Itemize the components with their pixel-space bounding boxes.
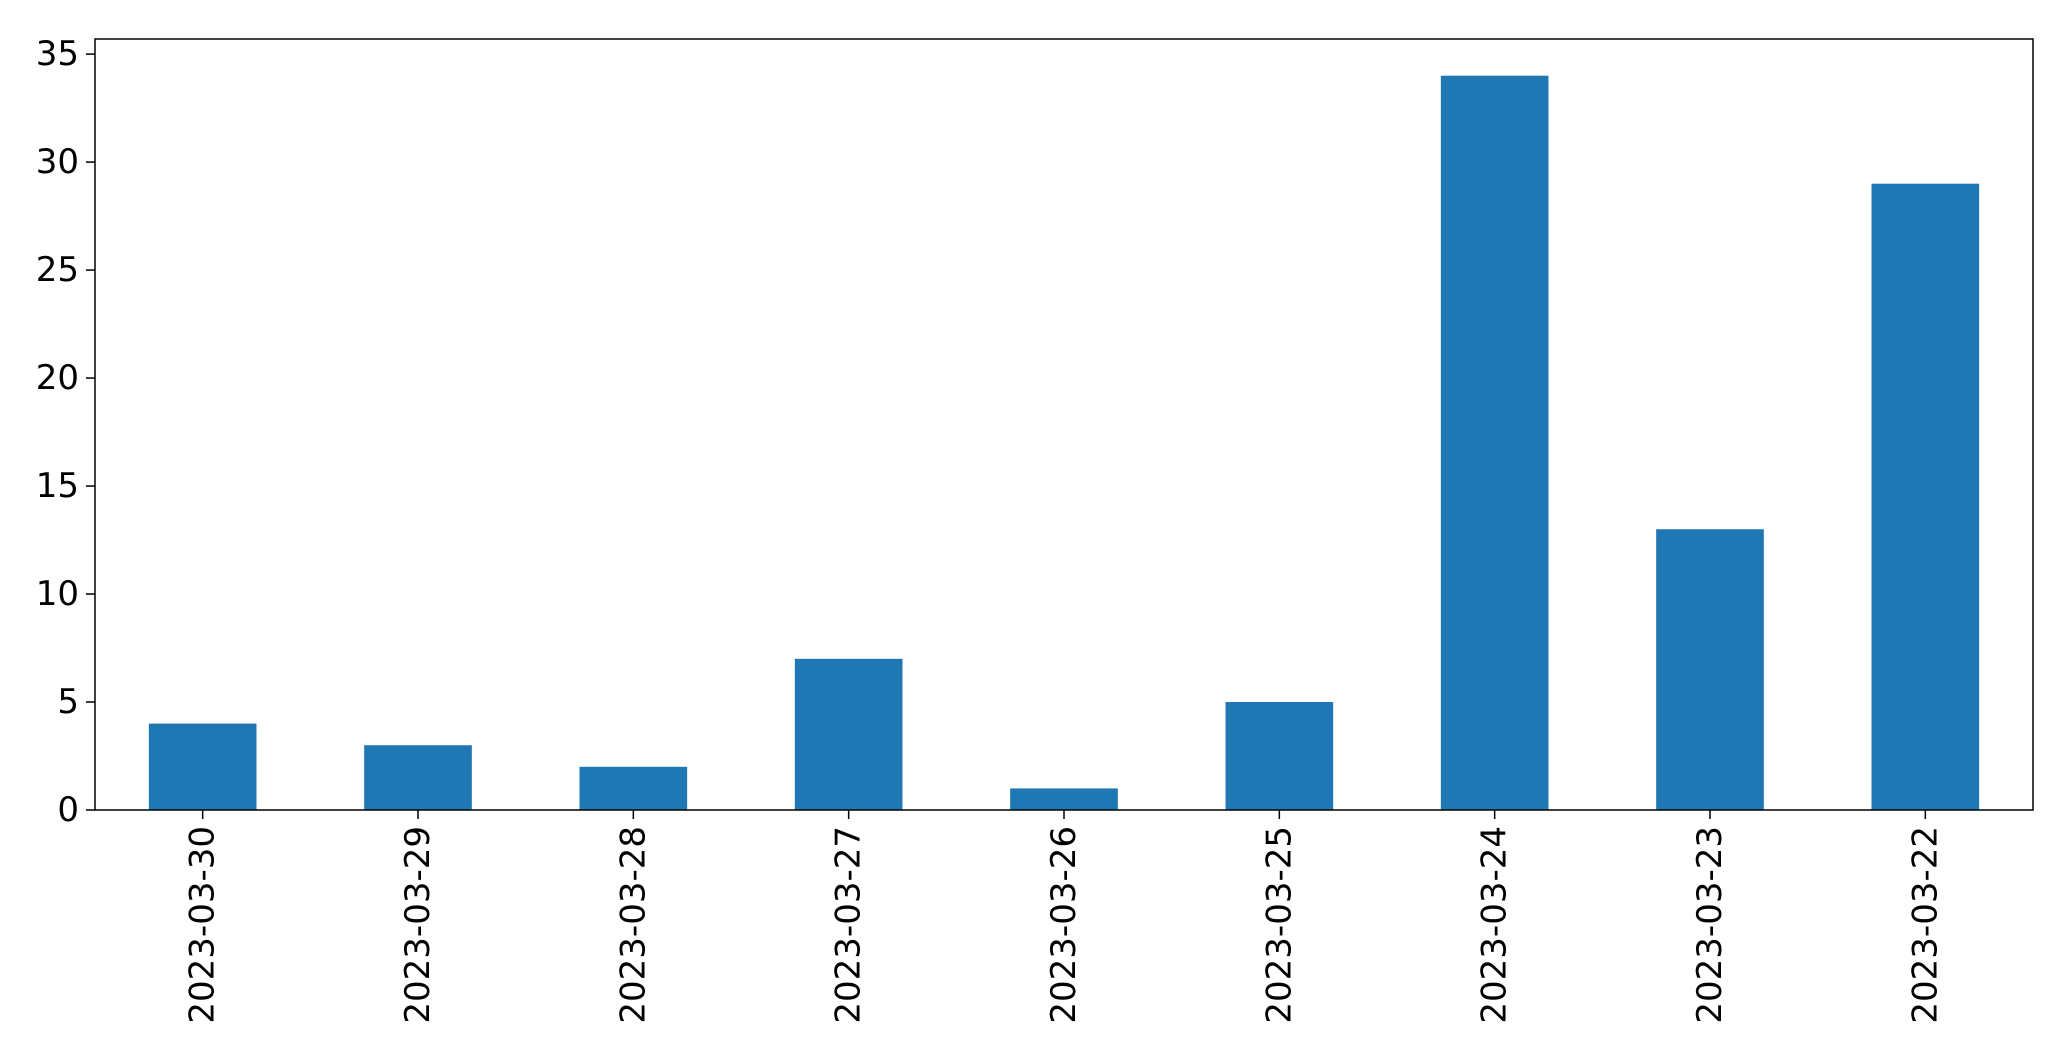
y-tick-label: 10: [36, 574, 79, 614]
bar: [1225, 702, 1334, 810]
x-tick-label: 2023-03-27: [829, 826, 869, 1024]
bar: [1440, 75, 1549, 810]
x-tick-label: 2023-03-28: [613, 826, 653, 1024]
y-axis-ticks: 0 5 10 15 20 25 30 35: [36, 34, 95, 830]
bar: [148, 723, 257, 810]
bar: [1010, 788, 1118, 810]
y-tick-label: 20: [36, 358, 79, 398]
bar: [579, 766, 688, 810]
y-tick-label: 0: [57, 790, 79, 830]
x-tick-label: 2023-03-23: [1690, 826, 1730, 1024]
y-tick-label: 30: [36, 142, 79, 182]
x-tick-label: 2023-03-25: [1259, 826, 1299, 1024]
bar: [1871, 183, 1980, 810]
x-tick-label: 2023-03-26: [1044, 826, 1084, 1024]
x-tick-label: 2023-03-29: [398, 826, 438, 1024]
x-axis-ticks: 2023-03-30 2023-03-29 2023-03-28 2023-03-27…: [183, 810, 1945, 1024]
y-tick-label: 5: [57, 682, 79, 722]
y-tick-label: 15: [36, 466, 79, 506]
bar: [364, 745, 472, 810]
x-tick-label: 2023-03-22: [1905, 826, 1945, 1024]
bars-layer: [148, 75, 1980, 810]
bar: [1656, 529, 1764, 810]
y-tick-label: 25: [36, 250, 79, 290]
plot-area-frame: [94, 38, 2034, 811]
y-tick-label: 35: [36, 34, 79, 74]
bar: [794, 658, 903, 810]
x-tick-label: 2023-03-24: [1475, 826, 1515, 1024]
x-tick-label: 2023-03-30: [183, 826, 223, 1024]
